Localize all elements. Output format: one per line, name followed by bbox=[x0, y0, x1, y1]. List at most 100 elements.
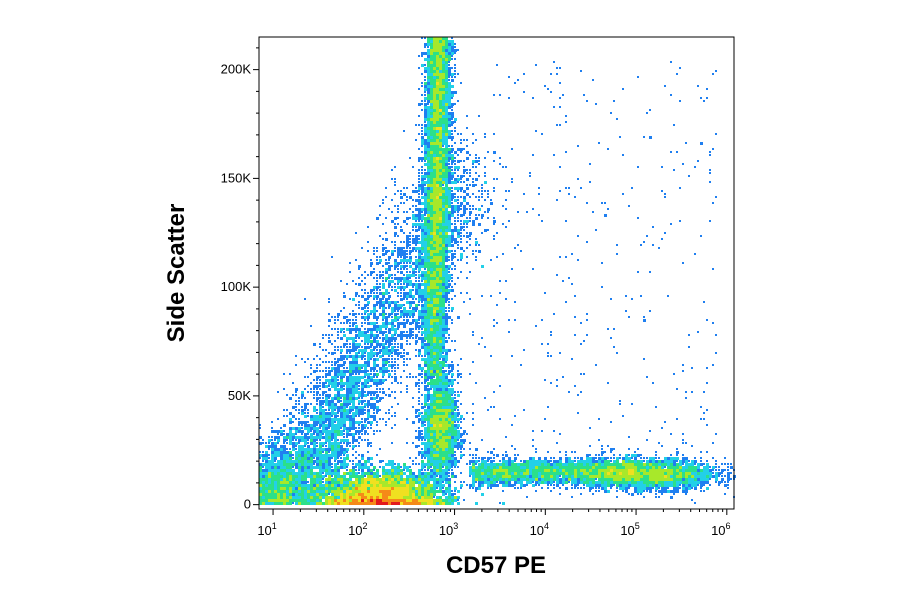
density-point bbox=[367, 307, 369, 309]
density-point bbox=[466, 184, 468, 186]
density-point bbox=[424, 97, 427, 100]
density-point bbox=[436, 385, 439, 388]
density-point bbox=[433, 52, 436, 55]
density-point bbox=[319, 457, 322, 460]
density-point bbox=[421, 280, 423, 282]
density-point bbox=[451, 73, 454, 76]
density-point bbox=[430, 46, 433, 49]
density-point bbox=[328, 442, 331, 445]
density-point bbox=[310, 499, 313, 502]
density-point bbox=[268, 490, 271, 493]
density-point bbox=[421, 304, 424, 307]
density-point bbox=[304, 475, 307, 478]
density-point bbox=[430, 445, 433, 448]
density-point bbox=[355, 493, 358, 496]
density-point bbox=[388, 250, 390, 252]
density-point bbox=[403, 247, 405, 249]
density-point bbox=[316, 433, 319, 436]
density-point bbox=[409, 307, 411, 309]
density-point bbox=[595, 463, 598, 466]
density-point bbox=[436, 196, 439, 199]
density-point bbox=[397, 472, 400, 475]
density-point bbox=[448, 283, 451, 286]
density-point bbox=[334, 460, 336, 462]
density-point bbox=[661, 466, 664, 469]
density-point bbox=[439, 337, 442, 340]
density-point bbox=[469, 184, 471, 186]
density-point bbox=[412, 487, 415, 490]
density-point bbox=[382, 253, 385, 256]
density-point bbox=[442, 151, 445, 154]
density-point bbox=[406, 268, 408, 270]
density-point bbox=[451, 106, 453, 108]
density-point bbox=[448, 172, 451, 175]
density-point bbox=[421, 460, 424, 463]
density-point bbox=[319, 376, 321, 378]
density-point bbox=[349, 319, 351, 321]
density-point bbox=[373, 484, 376, 487]
density-point bbox=[316, 382, 318, 384]
density-point bbox=[466, 115, 468, 117]
density-point bbox=[406, 442, 408, 444]
density-point bbox=[448, 469, 450, 471]
density-point bbox=[460, 232, 462, 234]
density-point bbox=[406, 298, 408, 300]
density-point bbox=[442, 157, 445, 160]
density-point bbox=[439, 301, 442, 304]
density-point bbox=[421, 55, 423, 57]
density-point bbox=[406, 490, 409, 493]
density-point bbox=[445, 151, 448, 154]
density-point bbox=[454, 220, 456, 222]
density-point bbox=[370, 403, 373, 406]
density-point bbox=[337, 475, 340, 478]
density-point bbox=[685, 487, 688, 490]
density-point bbox=[295, 448, 297, 450]
density-point bbox=[478, 196, 480, 198]
density-point bbox=[451, 154, 454, 157]
density-point bbox=[325, 496, 328, 499]
density-point bbox=[454, 412, 457, 415]
density-point bbox=[628, 478, 631, 481]
density-point bbox=[631, 493, 634, 496]
density-point bbox=[439, 37, 442, 40]
density-point bbox=[394, 277, 397, 280]
density-point bbox=[391, 472, 394, 475]
density-point bbox=[298, 448, 301, 451]
density-point bbox=[436, 448, 439, 451]
density-point bbox=[451, 424, 454, 427]
density-point bbox=[400, 310, 403, 313]
density-point bbox=[439, 430, 442, 433]
density-point bbox=[466, 226, 468, 228]
density-point bbox=[373, 475, 376, 478]
density-point bbox=[445, 355, 448, 358]
density-point bbox=[418, 283, 421, 286]
density-point bbox=[271, 490, 274, 493]
density-point bbox=[316, 454, 319, 457]
density-point bbox=[421, 499, 424, 502]
density-point bbox=[364, 385, 367, 388]
density-point bbox=[373, 397, 376, 400]
density-point bbox=[271, 484, 274, 487]
density-point bbox=[346, 394, 349, 397]
density-point bbox=[415, 382, 418, 385]
density-point bbox=[355, 478, 358, 481]
density-point bbox=[481, 193, 483, 195]
density-point bbox=[442, 232, 445, 235]
density-point bbox=[364, 376, 366, 378]
density-point bbox=[358, 409, 361, 412]
density-point bbox=[328, 319, 331, 322]
density-point bbox=[442, 256, 445, 259]
density-point bbox=[316, 385, 319, 388]
density-point bbox=[598, 472, 601, 475]
density-point bbox=[331, 352, 334, 355]
density-point bbox=[445, 385, 448, 388]
density-point bbox=[442, 304, 445, 307]
density-point bbox=[277, 481, 280, 484]
density-point bbox=[298, 424, 300, 426]
density-point bbox=[409, 469, 412, 472]
density-point bbox=[430, 196, 433, 199]
density-point bbox=[724, 463, 726, 465]
density-point bbox=[439, 40, 442, 43]
density-point bbox=[454, 490, 456, 492]
density-point bbox=[433, 91, 436, 94]
